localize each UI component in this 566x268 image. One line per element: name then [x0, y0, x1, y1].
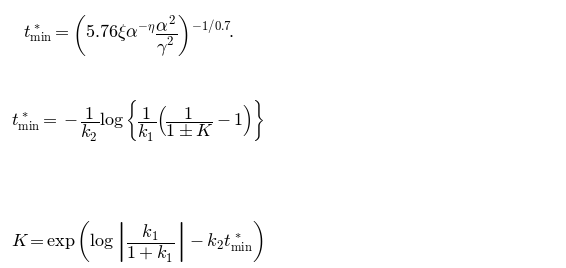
Text: $K = \exp \left( \log \left| \dfrac{k_1}{1 + k_1} \right| - k_2 t^*_{\min} \righ: $K = \exp \left( \log \left| \dfrac{k_1}…: [11, 219, 264, 264]
Text: $t^*_{\min} = -\dfrac{1}{k_2} \log \left\{ \dfrac{1}{k_1} \left( \dfrac{1}{1 \pm: $t^*_{\min} = -\dfrac{1}{k_2} \log \left…: [11, 98, 264, 143]
Text: $t^*_{\min} = \left( 5.76\xi\alpha^{-\eta}\dfrac{\alpha^2}{\gamma^2} \right)^{-1: $t^*_{\min} = \left( 5.76\xi\alpha^{-\et…: [23, 13, 234, 58]
